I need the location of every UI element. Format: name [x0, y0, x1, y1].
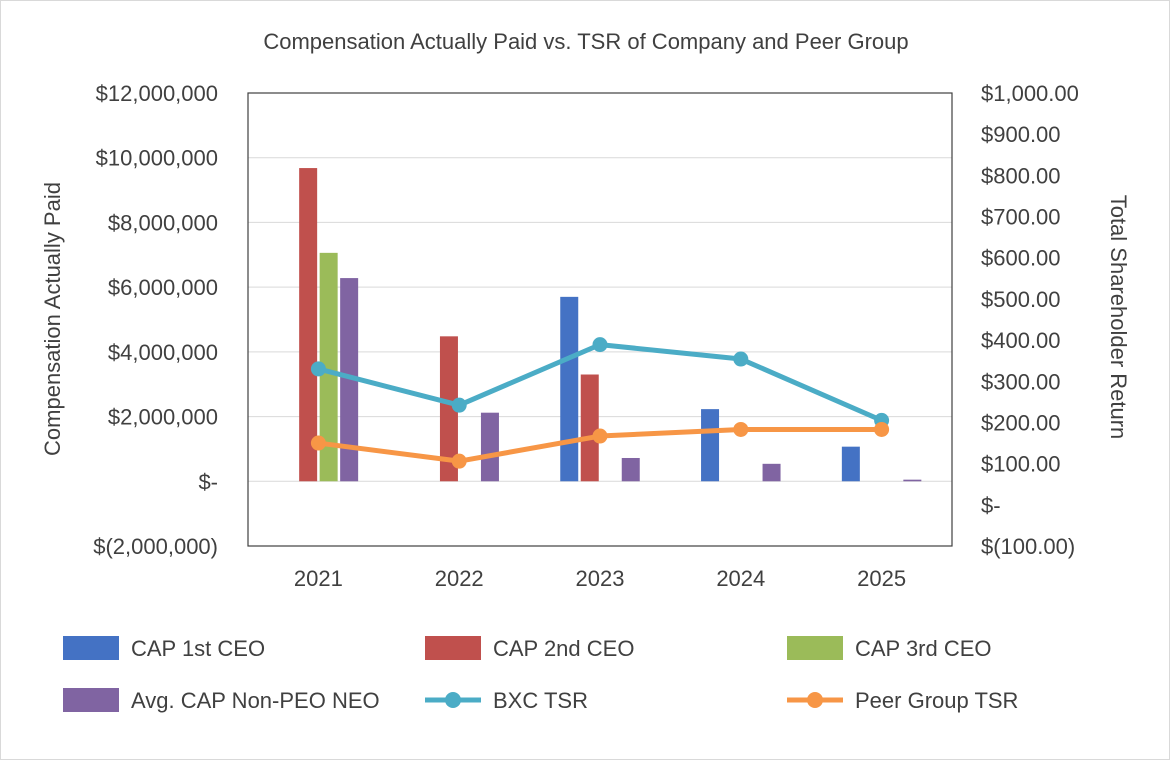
y-tick-label: $8,000,000 — [108, 210, 218, 235]
bar-avg-cap-non-peo-neo-2024 — [762, 463, 781, 482]
legend-swatch-marker — [445, 692, 461, 708]
x-axis-tick-labels: 2021 2022 2023 2024 2025 — [294, 566, 906, 591]
y2-tick-label: $- — [981, 493, 1001, 518]
legend-item-avg-cap-non-peo-neo: Avg. CAP Non-PEO NEO — [63, 688, 380, 713]
y2-tick-label: $800.00 — [981, 163, 1061, 188]
line-bxc-tsr — [317, 342, 883, 423]
point-peer-group-tsr-2022 — [451, 453, 467, 469]
legend-label: BXC TSR — [493, 688, 588, 713]
point-bxc-tsr-2021 — [310, 361, 326, 377]
bar-avg-cap-non-peo-neo-2023 — [621, 457, 640, 482]
bar-cap-3rd-ceo-2021 — [319, 252, 338, 482]
legend-swatch — [425, 636, 481, 660]
legend-swatch — [787, 636, 843, 660]
y-tick-label: $4,000,000 — [108, 340, 218, 365]
legend-item-peer-group-tsr: Peer Group TSR — [787, 688, 1018, 713]
chart-title: Compensation Actually Paid vs. TSR of Co… — [263, 29, 908, 54]
bars — [299, 168, 922, 482]
point-peer-group-tsr-2023 — [592, 428, 608, 444]
y2-tick-label: $100.00 — [981, 452, 1061, 477]
point-peer-group-tsr-2024 — [733, 421, 749, 437]
y-tick-label: $6,000,000 — [108, 275, 218, 300]
legend-item-cap-2nd-ceo: CAP 2nd CEO — [425, 636, 634, 661]
bar-avg-cap-non-peo-neo-2022 — [480, 412, 499, 482]
bar-avg-cap-non-peo-neo-2025 — [903, 479, 922, 482]
legend-swatch-marker — [807, 692, 823, 708]
bar-cap-1st-ceo-2025 — [841, 446, 860, 482]
y-tick-label: $12,000,000 — [96, 81, 218, 106]
legend-label: CAP 2nd CEO — [493, 636, 634, 661]
y-tick-label: $10,000,000 — [96, 146, 218, 171]
y2-tick-label: $600.00 — [981, 246, 1061, 271]
legend-item-bxc-tsr: BXC TSR — [425, 688, 588, 713]
y2-tick-label: $700.00 — [981, 205, 1061, 230]
legend-swatch — [63, 636, 119, 660]
y-tick-label: $2,000,000 — [108, 405, 218, 430]
legend-label: Avg. CAP Non-PEO NEO — [131, 688, 380, 713]
y2-tick-label: $500.00 — [981, 287, 1061, 312]
legend-label: CAP 3rd CEO — [855, 636, 992, 661]
x-tick-label: 2023 — [576, 566, 625, 591]
y-axis-title: Compensation Actually Paid — [40, 182, 65, 456]
y2-tick-label: $1,000.00 — [981, 81, 1079, 106]
point-peer-group-tsr-2021 — [310, 435, 326, 451]
y2-tick-label: $900.00 — [981, 122, 1061, 147]
bar-cap-2nd-ceo-2022 — [439, 336, 458, 482]
point-bxc-tsr-2024 — [733, 351, 749, 367]
bar-cap-1st-ceo-2024 — [701, 409, 720, 482]
bar-cap-2nd-ceo-2023 — [580, 374, 599, 482]
y-axis-tick-labels: $12,000,000 $10,000,000 $8,000,000 $6,000,0… — [93, 81, 218, 559]
y2-tick-label: $400.00 — [981, 328, 1061, 353]
bar-avg-cap-non-peo-neo-2021 — [340, 278, 359, 482]
tsr-lines — [310, 337, 890, 469]
legend-item-cap-3rd-ceo: CAP 3rd CEO — [787, 636, 992, 661]
y2-tick-label: $200.00 — [981, 410, 1061, 435]
legend-label: CAP 1st CEO — [131, 636, 265, 661]
y2-axis-tick-labels: $1,000.00 $900.00 $800.00 $700.00 $600.00 $50… — [981, 81, 1079, 559]
legend: CAP 1st CEO CAP 2nd CEO CAP 3rd CEO Avg. CA… — [63, 636, 1018, 713]
x-tick-label: 2024 — [716, 566, 765, 591]
y-tick-label: $- — [198, 469, 218, 494]
x-tick-label: 2021 — [294, 566, 343, 591]
x-tick-label: 2025 — [857, 566, 906, 591]
legend-swatch — [63, 688, 119, 712]
gridlines — [248, 157, 952, 482]
point-bxc-tsr-2022 — [451, 397, 467, 413]
x-tick-label: 2022 — [435, 566, 484, 591]
y2-tick-label: $300.00 — [981, 369, 1061, 394]
y2-tick-label: $(100.00) — [981, 534, 1075, 559]
legend-item-cap-1st-ceo: CAP 1st CEO — [63, 636, 265, 661]
legend-label: Peer Group TSR — [855, 688, 1018, 713]
bar-cap-1st-ceo-2023 — [560, 296, 579, 482]
point-peer-group-tsr-2025 — [874, 421, 890, 437]
point-bxc-tsr-2023 — [592, 337, 608, 353]
y-tick-label: $(2,000,000) — [93, 534, 218, 559]
y2-axis-title: Total Shareholder Return — [1106, 195, 1131, 440]
bar-cap-2nd-ceo-2021 — [299, 168, 318, 482]
plot-area-border — [247, 92, 953, 547]
